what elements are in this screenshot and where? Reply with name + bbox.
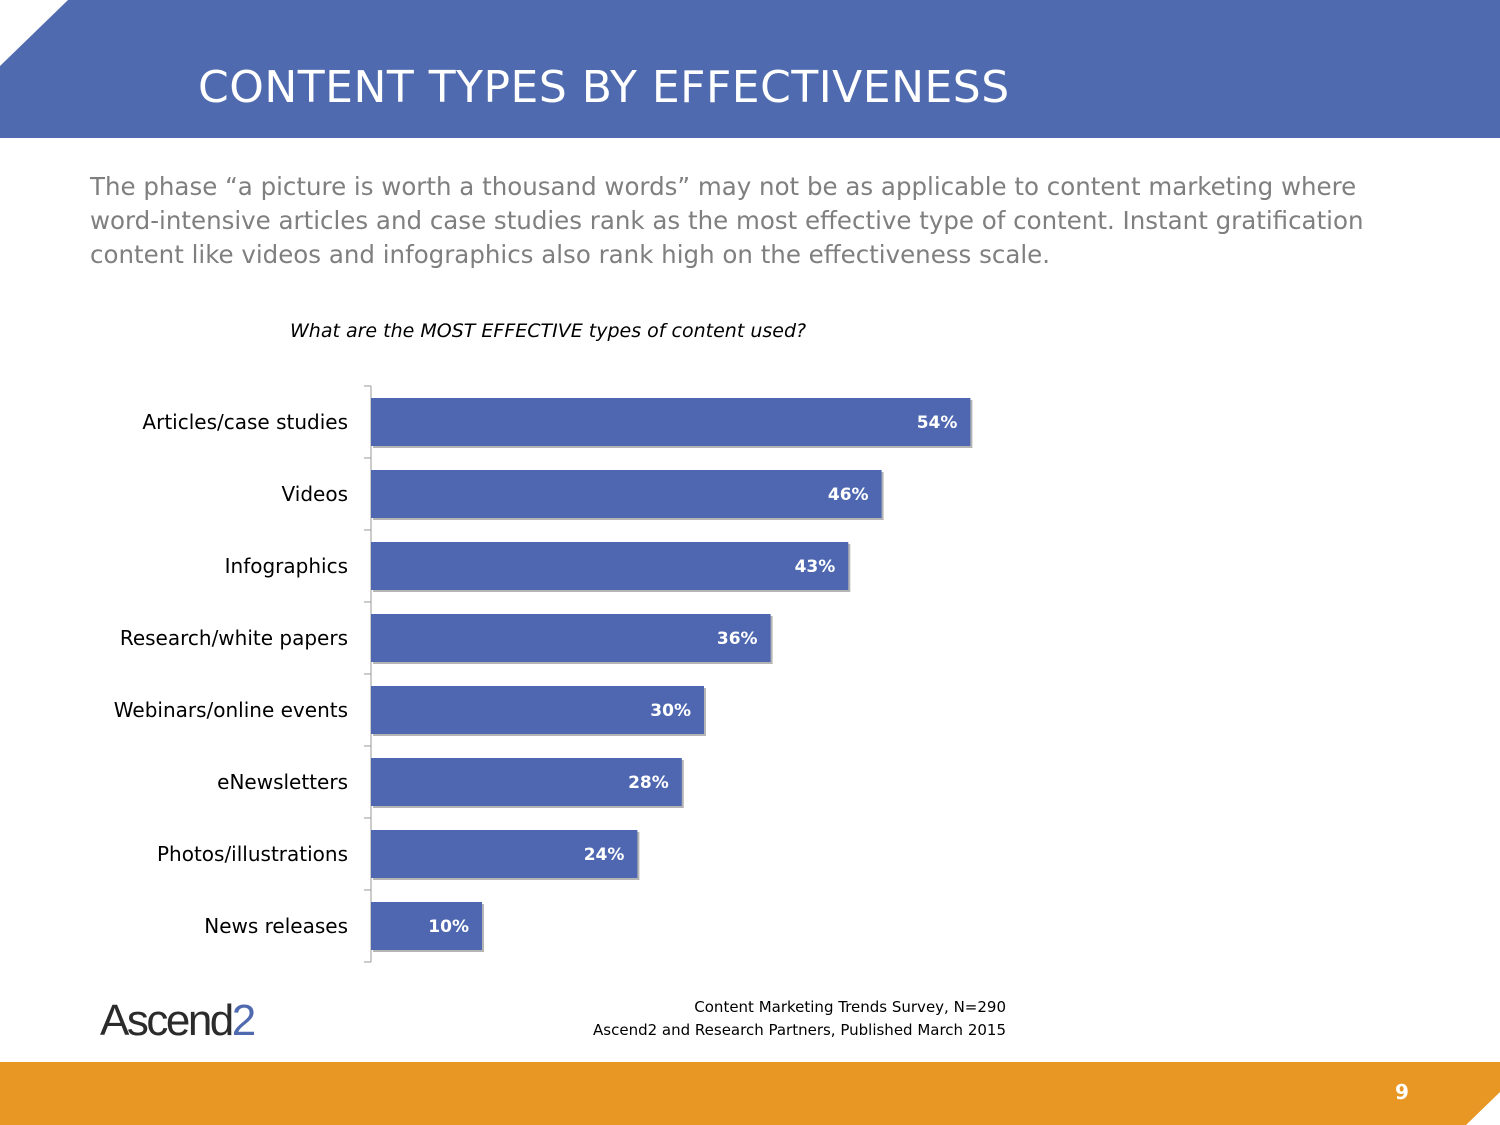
category-label: Articles/case studies	[142, 410, 348, 434]
value-label: 46%	[828, 485, 869, 505]
bar	[371, 830, 638, 878]
ascend2-logo: Ascend2	[100, 996, 256, 1046]
category-label: eNewsletters	[217, 770, 348, 794]
value-label: 54%	[917, 413, 958, 433]
category-label: Webinars/online events	[114, 698, 348, 722]
bar	[371, 398, 971, 446]
source-line-2: Ascend2 and Research Partners, Published…	[593, 1021, 1006, 1039]
value-label: 30%	[650, 701, 691, 721]
page-number: 9	[1395, 1080, 1409, 1104]
category-label: Videos	[282, 482, 348, 506]
chart-title: What are the MOST EFFECTIVE types of con…	[290, 320, 807, 342]
bar	[371, 686, 704, 734]
bar	[371, 542, 849, 590]
footer-band	[0, 1062, 1500, 1125]
value-label: 36%	[717, 629, 758, 649]
source-line-1: Content Marketing Trends Survey, N=290	[694, 998, 1006, 1016]
category-label: Infographics	[225, 554, 348, 578]
header-band	[0, 0, 1500, 138]
bar	[371, 470, 882, 518]
value-label: 43%	[795, 557, 836, 577]
intro-paragraph: The phase “a picture is worth a thousand…	[90, 172, 1364, 269]
category-label: Photos/illustrations	[157, 842, 348, 866]
bar	[371, 902, 482, 950]
bar	[371, 614, 771, 662]
logo-accent: 2	[231, 996, 256, 1045]
slide-title: CONTENT TYPES BY EFFECTIVENESS	[198, 62, 1010, 113]
bar	[371, 758, 682, 806]
value-label: 28%	[628, 773, 669, 793]
source-note: Content Marketing Trends Survey, N=290 A…	[593, 996, 1006, 1042]
value-label: 10%	[428, 917, 469, 937]
logo-text: Ascend	[100, 996, 234, 1045]
category-label: News releases	[204, 914, 348, 938]
category-label: Research/white papers	[120, 626, 348, 650]
value-label: 24%	[584, 845, 625, 865]
